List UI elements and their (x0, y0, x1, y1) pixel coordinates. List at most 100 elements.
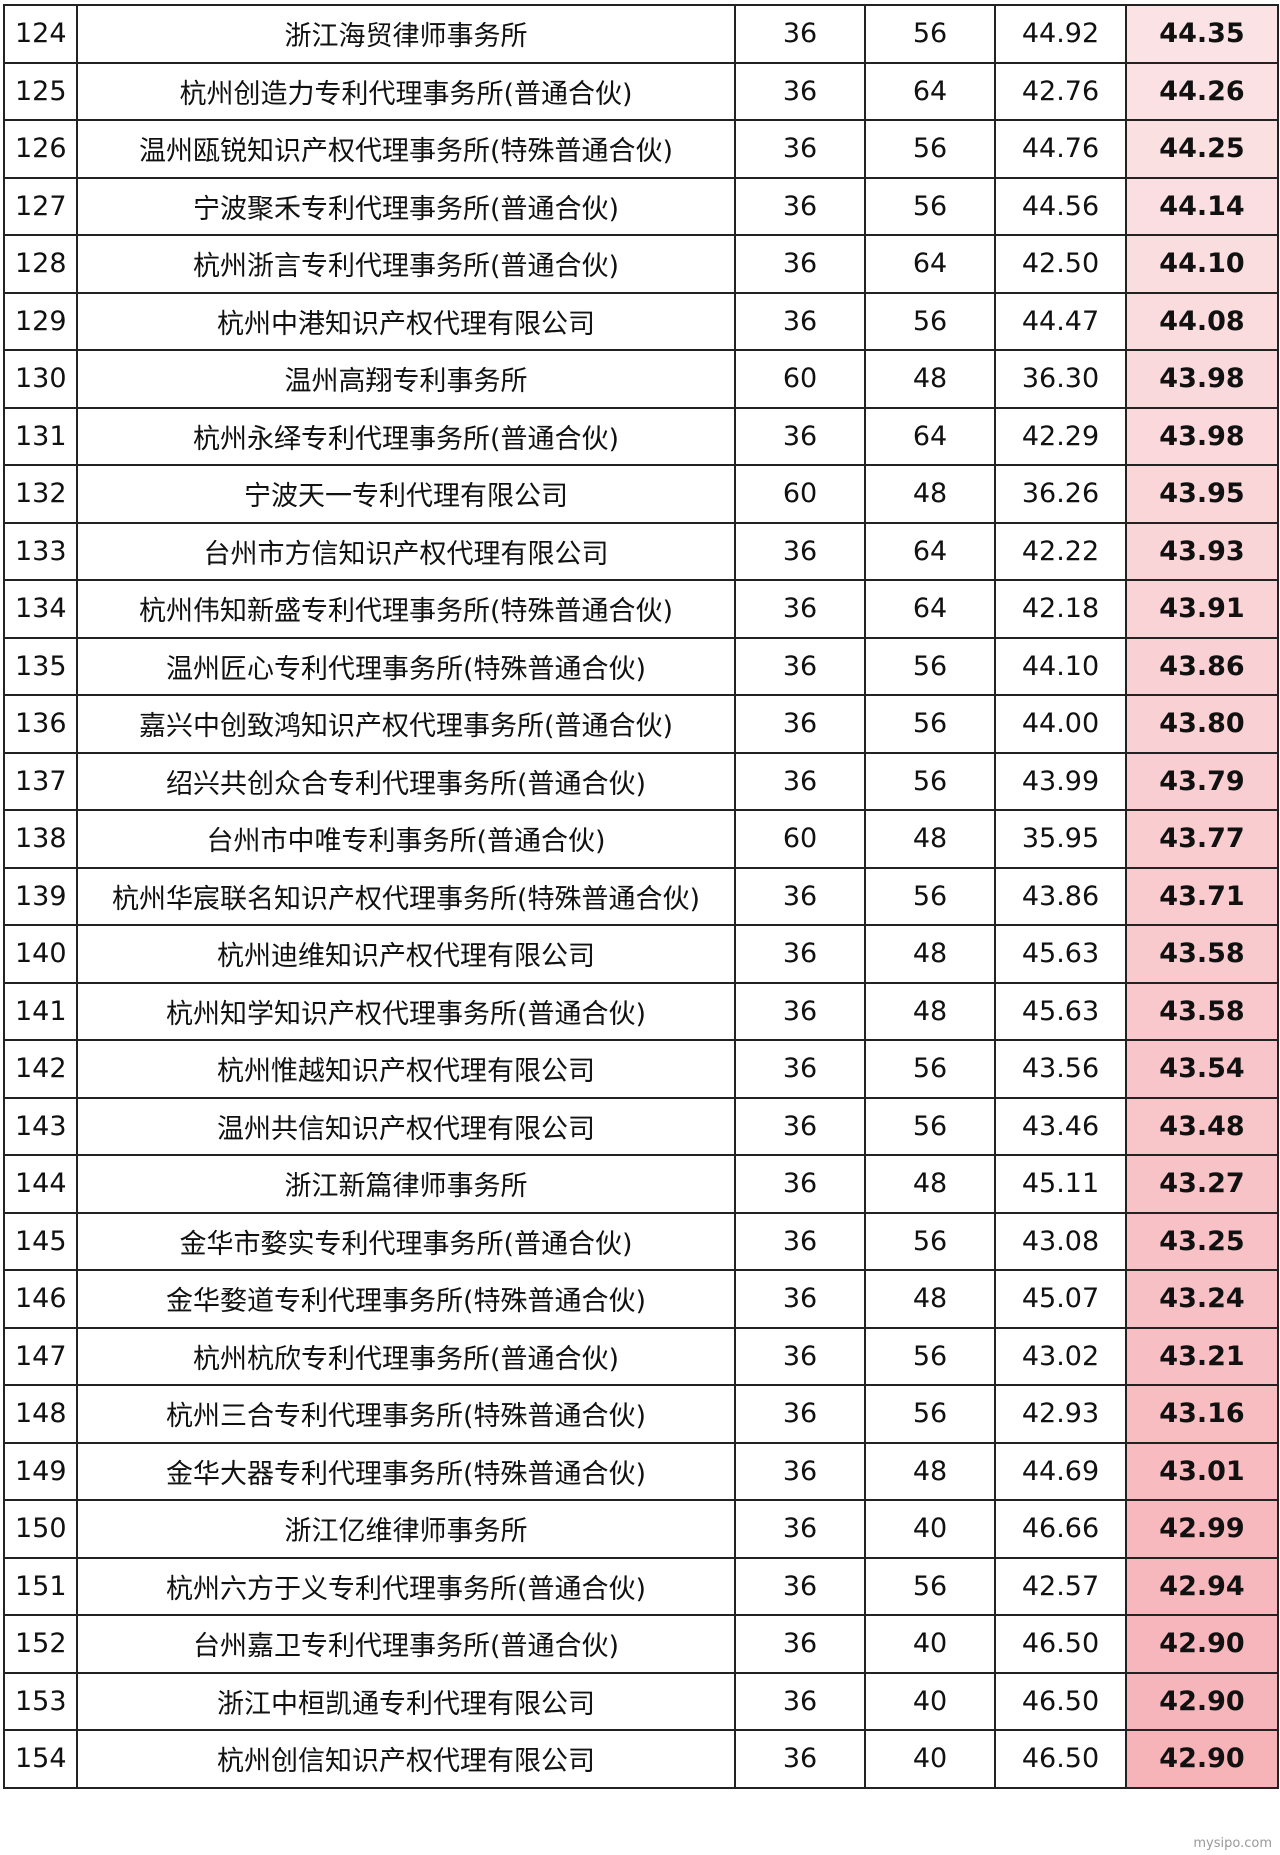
score-cell: 43.58 (1125, 924, 1279, 984)
agency-name-cell: 杭州知学知识产权代理事务所(普通合伙) (76, 981, 736, 1041)
value-c-cell: 42.50 (994, 234, 1127, 294)
score-cell: 44.25 (1125, 119, 1279, 179)
score-cell: 43.71 (1125, 866, 1279, 926)
agency-name-cell: 金华婺道专利代理事务所(特殊普通合伙) (76, 1269, 736, 1329)
table-row: 145 金华市婺实专利代理事务所(普通合伙) 36 56 43.08 43.25 (3, 1211, 1279, 1271)
value-b-cell: 48 (864, 1154, 996, 1214)
agency-name-cell: 温州高翔专利事务所 (76, 349, 736, 409)
agency-name-cell: 杭州三合专利代理事务所(特殊普通合伙) (76, 1384, 736, 1444)
score-cell: 43.95 (1125, 464, 1279, 524)
value-c-cell: 45.07 (994, 1269, 1127, 1329)
value-b-cell: 56 (864, 1384, 996, 1444)
table-row: 133 台州市方信知识产权代理有限公司 36 64 42.22 43.93 (3, 521, 1279, 581)
value-c-cell: 42.29 (994, 406, 1127, 466)
value-a-cell: 36 (734, 1269, 866, 1329)
agency-name-cell: 浙江中桓凯通专利代理有限公司 (76, 1671, 736, 1731)
value-c-cell: 44.69 (994, 1441, 1127, 1501)
value-c-cell: 46.50 (994, 1729, 1127, 1789)
value-a-cell: 36 (734, 694, 866, 754)
table-row: 131 杭州永绎专利代理事务所(普通合伙) 36 64 42.29 43.98 (3, 406, 1279, 466)
rank-cell: 153 (3, 1671, 78, 1731)
agency-name-cell: 嘉兴中创致鸿知识产权代理事务所(普通合伙) (76, 694, 736, 754)
agency-name-cell: 杭州迪维知识产权代理有限公司 (76, 924, 736, 984)
table-row: 151 杭州六方于义专利代理事务所(普通合伙) 36 56 42.57 42.94 (3, 1556, 1279, 1616)
value-a-cell: 36 (734, 1614, 866, 1674)
score-cell: 43.21 (1125, 1326, 1279, 1386)
value-b-cell: 56 (864, 1039, 996, 1099)
rank-cell: 152 (3, 1614, 78, 1674)
value-c-cell: 42.93 (994, 1384, 1127, 1444)
agency-name-cell: 绍兴共创众合专利代理事务所(普通合伙) (76, 751, 736, 811)
score-cell: 43.58 (1125, 981, 1279, 1041)
rank-cell: 149 (3, 1441, 78, 1501)
score-cell: 44.14 (1125, 176, 1279, 236)
value-a-cell: 36 (734, 866, 866, 926)
value-b-cell: 48 (864, 924, 996, 984)
value-a-cell: 36 (734, 1441, 866, 1501)
score-cell: 43.01 (1125, 1441, 1279, 1501)
value-c-cell: 44.47 (994, 291, 1127, 351)
value-a-cell: 36 (734, 1729, 866, 1789)
table-row: 137 绍兴共创众合专利代理事务所(普通合伙) 36 56 43.99 43.79 (3, 751, 1279, 811)
value-a-cell: 36 (734, 636, 866, 696)
value-b-cell: 40 (864, 1499, 996, 1559)
value-c-cell: 45.63 (994, 981, 1127, 1041)
table-row: 134 杭州伟知新盛专利代理事务所(特殊普通合伙) 36 64 42.18 43.91 (3, 579, 1279, 639)
rank-cell: 146 (3, 1269, 78, 1329)
table-row: 148 杭州三合专利代理事务所(特殊普通合伙) 36 56 42.93 43.16 (3, 1384, 1279, 1444)
value-a-cell: 60 (734, 349, 866, 409)
value-a-cell: 36 (734, 1499, 866, 1559)
value-a-cell: 36 (734, 521, 866, 581)
value-c-cell: 46.50 (994, 1614, 1127, 1674)
score-cell: 43.80 (1125, 694, 1279, 754)
score-cell: 43.98 (1125, 349, 1279, 409)
agency-name-cell: 杭州中港知识产权代理有限公司 (76, 291, 736, 351)
value-c-cell: 43.46 (994, 1096, 1127, 1156)
watermark-text: mysipo.com (1193, 1836, 1272, 1851)
rank-cell: 129 (3, 291, 78, 351)
value-b-cell: 40 (864, 1614, 996, 1674)
table-row: 127 宁波聚禾专利代理事务所(普通合伙) 36 56 44.56 44.14 (3, 176, 1279, 236)
value-c-cell: 46.50 (994, 1671, 1127, 1731)
score-cell: 42.90 (1125, 1614, 1279, 1674)
ranking-table: 124 浙江海贸律师事务所 36 56 44.92 44.35 125 杭州创造力专利代理事务… (3, 4, 1279, 1789)
value-b-cell: 40 (864, 1729, 996, 1789)
value-a-cell: 36 (734, 1671, 866, 1731)
value-a-cell: 60 (734, 809, 866, 869)
table-row: 146 金华婺道专利代理事务所(特殊普通合伙) 36 48 45.07 43.24 (3, 1269, 1279, 1329)
value-c-cell: 43.56 (994, 1039, 1127, 1099)
rank-cell: 133 (3, 521, 78, 581)
rank-cell: 136 (3, 694, 78, 754)
rank-cell: 147 (3, 1326, 78, 1386)
table-row: 153 浙江中桓凯通专利代理有限公司 36 40 46.50 42.90 (3, 1671, 1279, 1731)
value-a-cell: 36 (734, 119, 866, 179)
agency-name-cell: 杭州华宸联名知识产权代理事务所(特殊普通合伙) (76, 866, 736, 926)
value-a-cell: 36 (734, 579, 866, 639)
rank-cell: 145 (3, 1211, 78, 1271)
agency-name-cell: 宁波聚禾专利代理事务所(普通合伙) (76, 176, 736, 236)
score-cell: 42.90 (1125, 1671, 1279, 1731)
value-b-cell: 48 (864, 464, 996, 524)
value-b-cell: 56 (864, 119, 996, 179)
value-c-cell: 46.66 (994, 1499, 1127, 1559)
table-row: 144 浙江新篇律师事务所 36 48 45.11 43.27 (3, 1154, 1279, 1214)
score-cell: 44.08 (1125, 291, 1279, 351)
rank-cell: 144 (3, 1154, 78, 1214)
value-a-cell: 36 (734, 406, 866, 466)
value-b-cell: 64 (864, 521, 996, 581)
table-row: 142 杭州惟越知识产权代理有限公司 36 56 43.56 43.54 (3, 1039, 1279, 1099)
agency-name-cell: 温州瓯锐知识产权代理事务所(特殊普通合伙) (76, 119, 736, 179)
table-row: 124 浙江海贸律师事务所 36 56 44.92 44.35 (3, 4, 1279, 64)
rank-cell: 150 (3, 1499, 78, 1559)
value-b-cell: 64 (864, 234, 996, 294)
table-row: 149 金华大器专利代理事务所(特殊普通合伙) 36 48 44.69 43.01 (3, 1441, 1279, 1501)
value-b-cell: 48 (864, 1441, 996, 1501)
score-cell: 43.86 (1125, 636, 1279, 696)
value-b-cell: 48 (864, 349, 996, 409)
value-a-cell: 60 (734, 464, 866, 524)
value-b-cell: 56 (864, 1326, 996, 1386)
value-b-cell: 48 (864, 1269, 996, 1329)
value-b-cell: 48 (864, 981, 996, 1041)
value-c-cell: 42.18 (994, 579, 1127, 639)
table-row: 140 杭州迪维知识产权代理有限公司 36 48 45.63 43.58 (3, 924, 1279, 984)
